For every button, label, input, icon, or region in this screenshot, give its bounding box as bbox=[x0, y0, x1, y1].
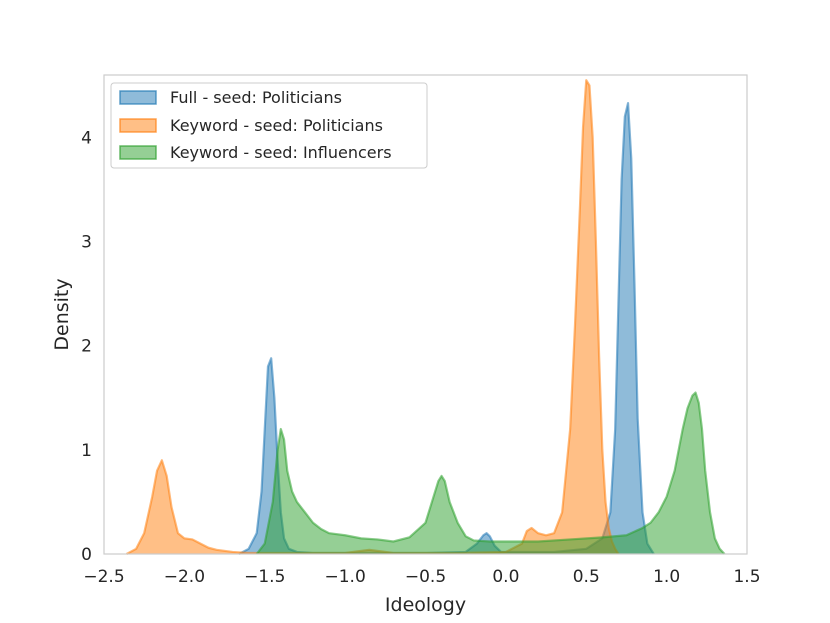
density-area-keyword-seed-influencers bbox=[256, 392, 725, 554]
x-tick-label: −0.5 bbox=[405, 567, 446, 587]
legend-swatch-keyword-politicians bbox=[119, 118, 157, 133]
density-area-keyword-seed-politicians bbox=[126, 80, 619, 555]
legend-label-keyword-influencers: Keyword - seed: Influencers bbox=[170, 143, 392, 162]
x-axis-ticks: −2.5 −2.0 −1.5 −1.0 −0.5 0.0 0.5 1.0 1.5 bbox=[83, 567, 760, 587]
series-layer bbox=[125, 79, 726, 555]
x-tick-label: 1.5 bbox=[733, 567, 760, 587]
x-tick-label: −1.0 bbox=[324, 567, 365, 587]
x-tick-label: 1.0 bbox=[653, 567, 680, 587]
x-tick-label: 0.0 bbox=[492, 567, 519, 587]
legend-box bbox=[110, 82, 428, 169]
density-line-full-seed-politicians bbox=[238, 102, 655, 555]
legend-label-keyword-politicians: Keyword - seed: Politicians bbox=[170, 116, 383, 135]
density-line-keyword-seed-influencers bbox=[255, 391, 726, 555]
legend-label-full-politicians: Full - seed: Politicians bbox=[170, 88, 342, 107]
legend-swatch-keyword-influencers bbox=[119, 145, 157, 160]
y-tick-label: 3 bbox=[81, 233, 92, 253]
y-tick-label: 2 bbox=[81, 337, 92, 357]
x-tick-label: −2.0 bbox=[164, 567, 205, 587]
legend-swatch-full-politicians bbox=[119, 90, 157, 105]
legend: Full - seed: Politicians Keyword - seed:… bbox=[110, 82, 428, 169]
plot-frame bbox=[103, 74, 748, 555]
x-axis-label: Ideology bbox=[385, 594, 466, 616]
y-tick-label: 4 bbox=[81, 128, 92, 148]
y-axis-ticks: 0 1 2 3 4 bbox=[81, 128, 92, 565]
y-axis-label: Density bbox=[51, 278, 73, 350]
y-tick-label: 1 bbox=[81, 441, 92, 461]
x-tick-label: 0.5 bbox=[573, 567, 600, 587]
x-tick-label: −2.5 bbox=[83, 567, 124, 587]
y-tick-label: 0 bbox=[81, 545, 92, 565]
x-tick-label: −1.5 bbox=[244, 567, 285, 587]
